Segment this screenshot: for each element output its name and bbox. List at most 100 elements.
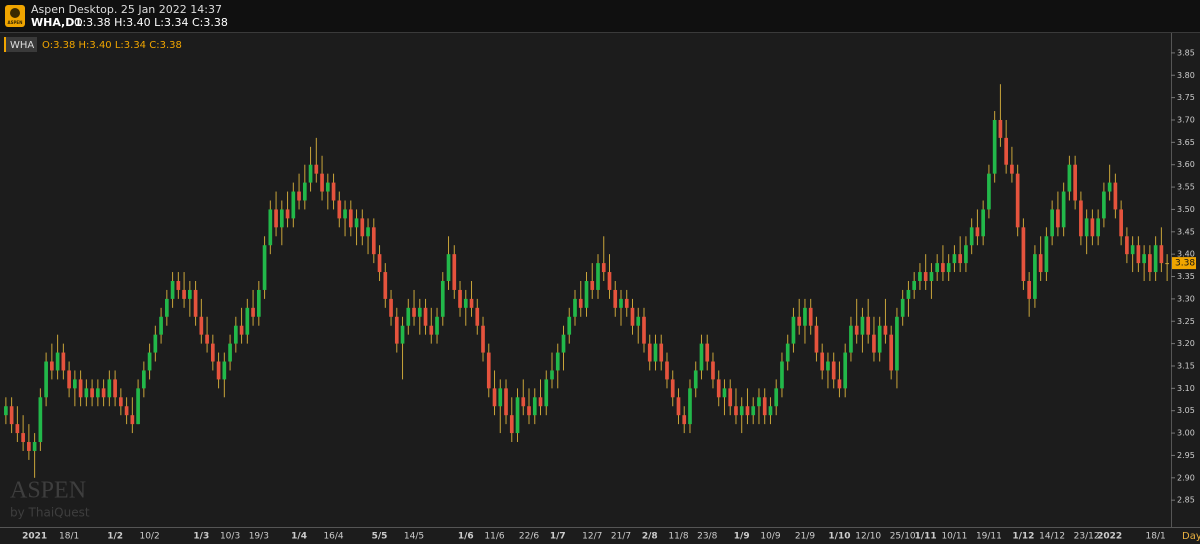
y-tick-label: 3.60	[1177, 160, 1195, 169]
legend-swatch	[4, 37, 6, 52]
candle-body	[820, 352, 825, 371]
last-price-marker	[1172, 257, 1196, 270]
candle-body	[1119, 209, 1123, 237]
watermark-brand: ASPEN	[10, 478, 86, 504]
candle-body	[50, 361, 54, 371]
candle-body	[584, 281, 589, 308]
candle-body	[27, 442, 31, 451]
x-tick-label: 25/10	[890, 532, 916, 542]
symbol: WHA,D1	[31, 16, 82, 29]
candle-body	[406, 307, 411, 326]
candle-body	[1015, 173, 1020, 228]
candle-body	[665, 361, 669, 380]
candle-body	[291, 191, 296, 219]
candle-body	[412, 307, 416, 317]
candle-body	[199, 316, 204, 335]
candle-body	[1113, 182, 1118, 210]
x-tick-label: 21/7	[611, 532, 631, 542]
y-tick-label: 3.30	[1177, 294, 1195, 303]
candle-body	[435, 316, 439, 335]
candle-body	[745, 406, 750, 416]
legend-box	[4, 37, 37, 52]
candle-body	[814, 325, 819, 353]
candle-body	[601, 263, 606, 273]
x-tick-label: 1/4	[291, 532, 307, 542]
candle-body	[1148, 254, 1152, 273]
candle-body	[1165, 263, 1169, 265]
y-tick-label: 3.20	[1177, 339, 1195, 348]
candle-body	[1044, 236, 1049, 273]
x-tick-label: 19/3	[249, 532, 269, 542]
candle-body	[705, 343, 710, 362]
candle-body	[693, 370, 698, 389]
candle-body	[400, 325, 405, 344]
candle-body	[130, 415, 135, 425]
candle-body	[877, 325, 882, 353]
y-tick-label: 3.75	[1177, 93, 1195, 102]
x-tick-label: 10/2	[139, 532, 159, 542]
x-tick-label: 14/5	[404, 532, 424, 542]
candle-body	[1056, 209, 1060, 228]
candle-body	[239, 325, 244, 335]
candle-body	[210, 343, 215, 362]
candle-body	[624, 298, 629, 308]
y-tick-label: 3.10	[1177, 384, 1195, 393]
candle-body	[429, 325, 434, 335]
candle-body	[929, 272, 934, 281]
candle-body	[527, 406, 531, 416]
legend-symbol: WHA	[10, 40, 34, 51]
candle-body	[107, 379, 112, 398]
candle-body	[912, 281, 917, 290]
candle-body	[791, 316, 796, 344]
y-tick-label: 3.80	[1177, 71, 1195, 80]
candle-body	[762, 397, 767, 416]
candle-body	[481, 325, 485, 353]
candle-body	[923, 272, 928, 281]
candle-body	[808, 307, 813, 326]
candle-body	[119, 397, 123, 407]
candle-body	[331, 182, 336, 201]
candle-body	[1142, 254, 1146, 264]
x-tick-label: 1/7	[550, 532, 566, 542]
x-tick-label: 14/12	[1039, 532, 1065, 542]
candle-body	[1159, 245, 1164, 264]
watermark-by: by ThaiQuest	[10, 506, 90, 520]
candle-body	[377, 254, 382, 273]
candle-body	[504, 388, 508, 416]
candle-body	[739, 406, 744, 416]
candle-body	[187, 289, 192, 299]
x-tick-label: 23/8	[697, 532, 717, 542]
x-tick-label: 16/4	[323, 532, 343, 542]
candle-body	[337, 200, 342, 219]
candle-body	[78, 379, 83, 398]
candle-body	[469, 298, 474, 308]
candle-body	[113, 379, 117, 398]
candle-body	[1079, 200, 1083, 237]
candle-body	[498, 388, 503, 407]
candle-body	[596, 263, 600, 290]
candle-body	[440, 281, 445, 317]
candle-body	[38, 397, 43, 443]
candle-body	[233, 325, 238, 344]
candle-body	[619, 298, 623, 308]
candle-body	[486, 352, 491, 389]
candle-body	[67, 370, 71, 389]
candle-body	[308, 164, 313, 183]
candle-body	[722, 388, 727, 398]
candle-body	[716, 379, 721, 398]
candle-body	[935, 263, 940, 273]
legend-quote: O:3.38 H:3.40 L:3.34 C:3.38	[42, 40, 182, 51]
candle-body	[573, 298, 577, 317]
candle-body	[153, 334, 158, 353]
candle-body	[849, 325, 853, 353]
x-tick-label: 12/7	[582, 532, 602, 542]
candle-body	[9, 406, 14, 425]
candle-body	[1050, 209, 1054, 237]
candle-body	[371, 227, 376, 255]
candle-body	[55, 352, 60, 371]
candle-body	[1038, 254, 1043, 273]
last-price-label: 3.38	[1175, 259, 1195, 269]
candle-body	[285, 209, 290, 219]
